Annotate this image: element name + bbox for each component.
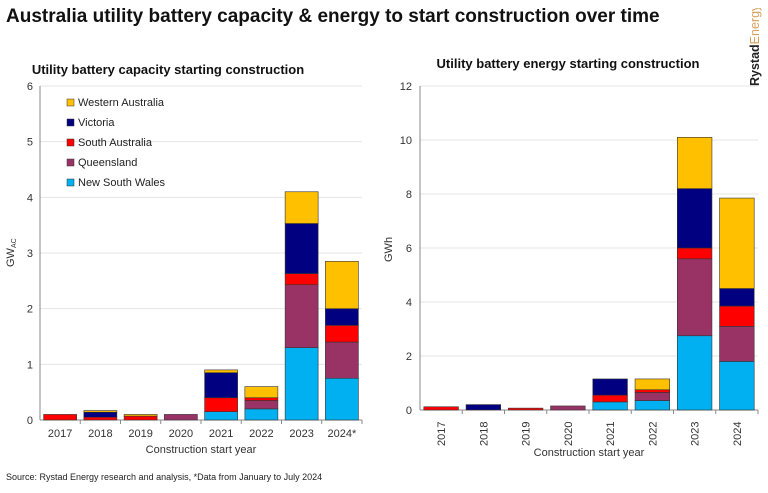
x-tick-label: 2023: [690, 422, 702, 446]
bar-segment-south-australia: [508, 407, 544, 411]
x-tick-label: 2024: [732, 422, 744, 446]
bar-segment-victoria: [592, 378, 628, 396]
bar-segment-western-australia: [634, 378, 670, 391]
x-tick-label: 2017: [48, 428, 72, 440]
bar-segment-western-australia: [677, 137, 713, 189]
bar-segment-western-australia: [123, 414, 158, 417]
y-axis-label: GWh: [383, 237, 395, 262]
bar-segment-queensland: [634, 392, 670, 401]
bar-segment-south-australia: [677, 247, 713, 260]
x-axis-label: Construction start year: [146, 444, 257, 456]
bar-segment-western-australia: [244, 386, 279, 399]
legend-swatch: [66, 118, 75, 127]
y-tick-label: 3: [27, 248, 33, 260]
x-tick-label: 2024*: [327, 428, 356, 440]
y-tick-label: 10: [400, 135, 412, 147]
x-tick-label: 2022: [249, 428, 273, 440]
bar-segment-victoria: [465, 404, 501, 411]
bar-segment-new-south-wales: [634, 400, 670, 411]
bar-segment-victoria: [719, 288, 755, 307]
logo-text-energy: Energy: [748, 8, 762, 44]
y-tick-label: 8: [406, 189, 412, 201]
bar-segment-new-south-wales: [325, 377, 359, 421]
bar-segment-victoria: [284, 223, 319, 274]
y-tick-label: 4: [27, 192, 33, 204]
x-tick-label: 2021: [209, 428, 233, 440]
y-tick-label: 0: [406, 405, 412, 417]
legend-label: South Australia: [78, 137, 153, 149]
bar-segment-victoria: [204, 372, 238, 399]
legend-swatch: [66, 98, 75, 107]
bar-segment-new-south-wales: [677, 335, 713, 411]
source-note: Source: Rystad Energy research and analy…: [6, 472, 323, 482]
x-tick-label: 2021: [605, 422, 617, 446]
bar-segment-queensland: [550, 405, 586, 411]
chart-title: Utility battery energy starting construc…: [437, 56, 700, 71]
y-tick-label: 2: [406, 351, 412, 363]
legend-label: Queensland: [78, 157, 137, 169]
bar-segment-western-australia: [204, 369, 238, 373]
chart-title: Utility battery capacity starting constr…: [32, 62, 304, 77]
x-tick-label: 2022: [647, 422, 659, 446]
bar-segment-queensland: [719, 325, 755, 362]
y-axis-label-subscript: AC: [11, 238, 18, 248]
bar-segment-western-australia: [719, 197, 755, 289]
bar-segment-south-australia: [719, 305, 755, 327]
bar-segment-south-australia: [423, 406, 459, 411]
bar-segment-queensland: [677, 258, 713, 337]
legend-label: New South Wales: [78, 177, 166, 189]
bar-segment-new-south-wales: [719, 361, 755, 411]
x-tick-label: 2020: [169, 428, 193, 440]
x-tick-label: 2018: [88, 428, 112, 440]
y-tick-label: 4: [406, 297, 412, 309]
y-tick-label: 6: [406, 243, 412, 255]
legend-label: Victoria: [78, 117, 115, 129]
logo-text-rystad: Rystad: [748, 44, 762, 86]
y-tick-label: 0: [27, 415, 33, 427]
legend-swatch: [66, 138, 75, 147]
svg-text:RystadEnergy: RystadEnergy: [748, 8, 762, 86]
bar-segment-queensland: [325, 341, 359, 379]
bar-segment-victoria: [677, 188, 713, 249]
bar-segment-south-australia: [634, 389, 670, 393]
x-tick-label: 2018: [478, 422, 490, 446]
bar-segment-south-australia: [592, 394, 628, 403]
bar-segment-western-australia: [284, 191, 319, 224]
x-tick-label: 2017: [436, 422, 448, 446]
y-tick-label: 12: [400, 81, 412, 93]
x-tick-label: 2023: [289, 428, 313, 440]
legend-label: Western Australia: [78, 97, 165, 109]
legend-swatch: [66, 178, 75, 187]
legend-swatch: [66, 158, 75, 167]
bar-segment-new-south-wales: [592, 401, 628, 411]
x-tick-label: 2020: [563, 422, 575, 446]
bar-segment-south-australia: [43, 414, 77, 421]
bar-segment-new-south-wales: [284, 347, 319, 421]
y-tick-label: 5: [27, 137, 33, 149]
y-tick-label: 1: [27, 359, 33, 371]
x-tick-label: 2019: [128, 428, 152, 440]
x-tick-label: 2019: [521, 422, 533, 446]
bar-segment-queensland: [164, 414, 198, 421]
y-tick-label: 2: [27, 304, 33, 316]
rystad-energy-logo: RystadEnergy: [748, 8, 762, 86]
x-axis-label: Construction start year: [534, 447, 645, 459]
bar-segment-western-australia: [83, 410, 118, 413]
figure-title: Australia utility battery capacity & ene…: [6, 6, 660, 27]
y-tick-label: 6: [27, 81, 33, 93]
bar-segment-western-australia: [325, 261, 359, 309]
